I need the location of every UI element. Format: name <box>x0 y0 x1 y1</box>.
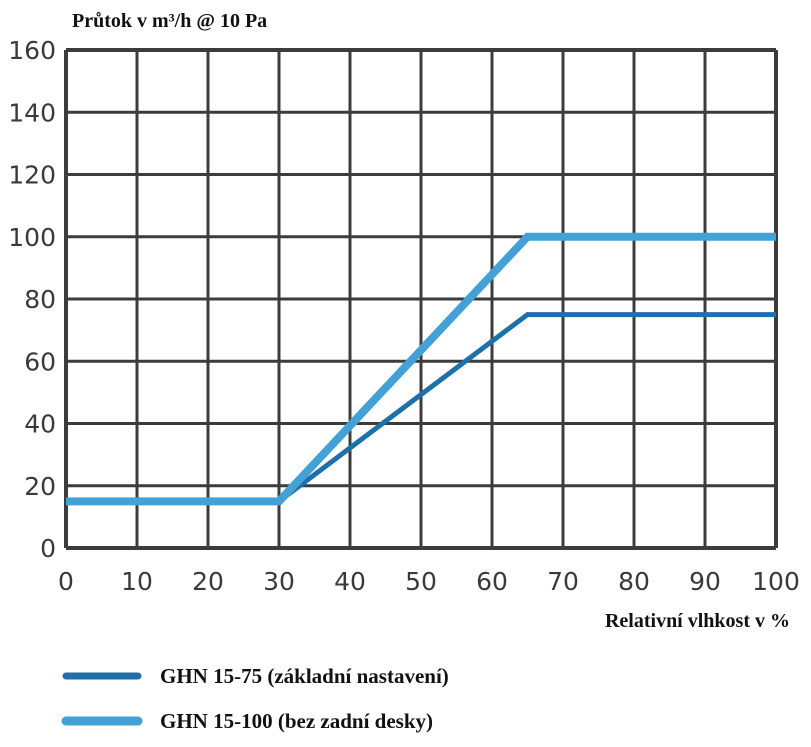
x-tick-labels: 0 10 20 30 40 50 60 70 80 90 100 <box>58 567 800 596</box>
y-tick-label-20: 20 <box>24 472 56 501</box>
y-tick-label-40: 40 <box>24 410 56 439</box>
x-tick-label-70: 70 <box>547 567 579 596</box>
y-tick-label-160: 160 <box>8 36 56 65</box>
x-tick-label-60: 60 <box>476 567 508 596</box>
y-tick-label-120: 120 <box>8 161 56 190</box>
grid <box>64 48 778 550</box>
x-tick-label-40: 40 <box>334 567 366 596</box>
x-tick-label-30: 30 <box>263 567 295 596</box>
x-tick-label-20: 20 <box>192 567 224 596</box>
x-tick-label-50: 50 <box>405 567 437 596</box>
x-tick-label-0: 0 <box>58 567 74 596</box>
x-tick-label-10: 10 <box>121 567 153 596</box>
y-tick-label-80: 80 <box>24 285 56 314</box>
y-tick-label-140: 140 <box>8 98 56 127</box>
y-axis-title: Průtok v m³/h @ 10 Pa <box>72 10 267 32</box>
x-tick-label-100: 100 <box>752 567 800 596</box>
legend-label-ghn-15-75: GHN 15-75 (základní nastavení) <box>160 664 449 688</box>
series-line-1 <box>66 232 776 506</box>
y-tick-labels: 0 20 40 60 80 100 120 140 160 <box>8 36 56 563</box>
x-axis-title: Relativní vlhkost v % <box>605 610 790 632</box>
y-tick-label-0: 0 <box>40 534 56 563</box>
legend-label-ghn-15-100: GHN 15-100 (bez zadní desky) <box>160 709 433 733</box>
x-tick-label-90: 90 <box>689 567 721 596</box>
series-lines <box>66 232 776 506</box>
y-tick-label-100: 100 <box>8 223 56 252</box>
legend: GHN 15-75 (základní nastavení) GHN 15-10… <box>61 664 449 733</box>
y-tick-label-60: 60 <box>24 347 56 376</box>
x-tick-label-80: 80 <box>618 567 650 596</box>
